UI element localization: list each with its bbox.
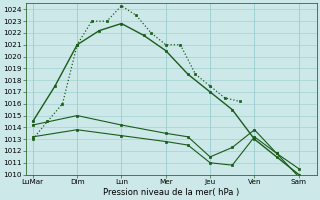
- X-axis label: Pression niveau de la mer( hPa ): Pression niveau de la mer( hPa ): [103, 188, 239, 197]
